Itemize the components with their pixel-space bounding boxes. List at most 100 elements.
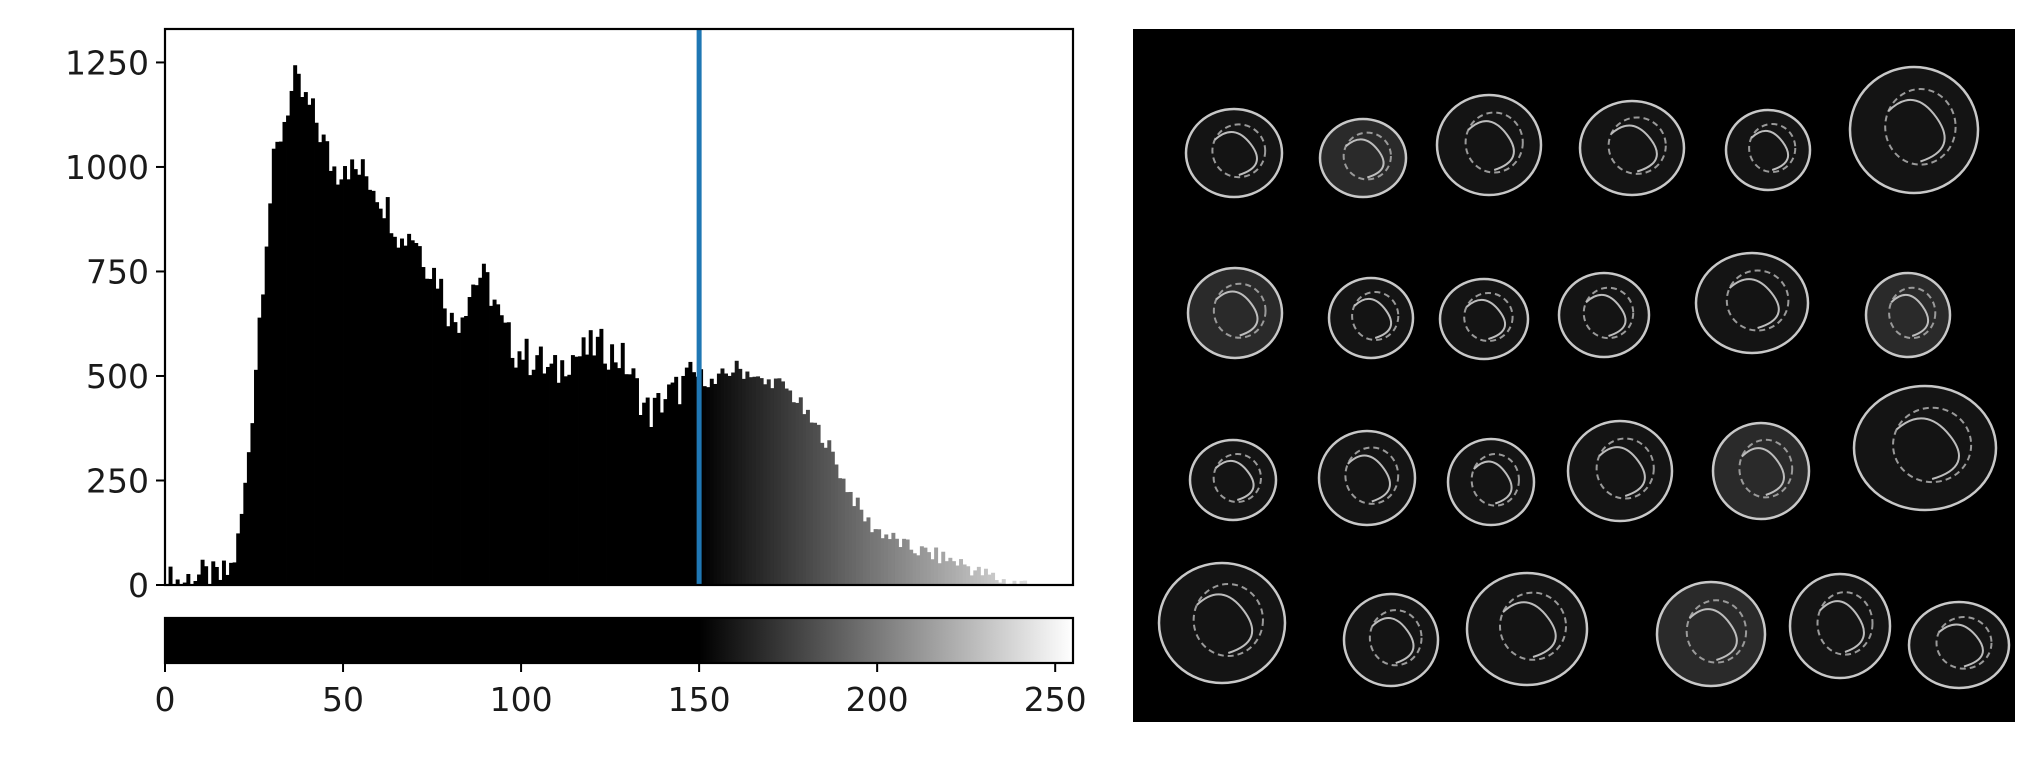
y-axis-ticks: 0 250 500 750 1000 1250 <box>65 43 165 605</box>
histogram-bar <box>959 559 964 585</box>
histogram-bar <box>859 509 864 585</box>
histogram-bar <box>627 374 632 585</box>
histogram-bar <box>549 363 554 585</box>
histogram-bar <box>670 382 675 585</box>
histogram-bar <box>424 278 429 585</box>
histogram-bar <box>681 375 686 585</box>
histogram-bar <box>282 121 287 586</box>
histogram-bar <box>837 478 842 585</box>
histogram-bar <box>909 549 914 585</box>
histogram-bar <box>802 414 807 585</box>
histogram-bar <box>813 422 818 585</box>
histogram-bar <box>293 65 298 585</box>
histogram-bar <box>845 492 850 585</box>
histogram-bar <box>991 572 996 585</box>
x-axis-ticks: 0 50 100 150 200 250 <box>155 663 1087 719</box>
histogram-bar <box>364 176 369 585</box>
histogram-bar <box>382 218 387 585</box>
histogram-bar <box>791 402 796 585</box>
histogram-bar <box>691 372 696 585</box>
histogram-bar <box>873 529 878 585</box>
histogram-bar <box>1001 579 1006 585</box>
histogram-bar <box>866 517 871 585</box>
histogram-bar <box>353 169 358 585</box>
histogram-bars <box>168 65 1031 586</box>
histogram-bar <box>343 166 347 586</box>
histogram-bar <box>727 375 732 585</box>
histogram-bar <box>410 240 415 585</box>
coin <box>1327 276 1415 360</box>
histogram-bar <box>1023 580 1028 585</box>
histogram-bar <box>303 92 308 585</box>
histogram-bar <box>894 538 899 585</box>
histogram-bar <box>200 559 205 585</box>
histogram-bar <box>432 267 437 585</box>
histogram-bar <box>478 277 483 585</box>
histogram-bar <box>998 582 1003 585</box>
histogram-bar <box>951 561 956 585</box>
histogram-bar <box>556 382 561 585</box>
histogram-bar <box>766 379 771 585</box>
histogram-bar <box>456 332 461 585</box>
y-tick-label: 0 <box>128 566 149 605</box>
histogram-bar <box>360 159 365 585</box>
histogram-bar <box>830 451 835 585</box>
y-tick-label: 500 <box>86 357 149 396</box>
histogram-bar <box>346 179 351 585</box>
histogram-bar <box>257 317 262 585</box>
histogram-bar <box>521 359 526 585</box>
histogram-bar <box>460 317 465 585</box>
coin <box>1566 419 1674 523</box>
coin <box>1578 99 1686 197</box>
histogram-bar <box>702 386 707 585</box>
histogram-bar <box>371 190 376 585</box>
histogram-bar <box>663 399 668 585</box>
histogram-bar <box>748 377 753 585</box>
histogram-bar <box>752 376 757 585</box>
coins-group <box>1157 65 2011 690</box>
histogram-bar <box>631 368 636 585</box>
histogram-bar <box>688 361 693 585</box>
histogram-bar <box>168 566 173 585</box>
histogram-bar <box>271 148 276 585</box>
colorbar-gradient <box>163 616 1075 665</box>
histogram-bar <box>499 315 504 585</box>
histogram-bar <box>325 141 330 585</box>
histogram-bar <box>588 330 593 585</box>
histogram-bar <box>542 373 547 585</box>
histogram-axes: 0 250 500 750 1000 1250 <box>65 27 1075 605</box>
histogram-bar <box>620 342 625 585</box>
histogram-bar <box>916 555 921 585</box>
histogram-bar <box>513 367 518 585</box>
histogram-bar <box>243 482 248 585</box>
histogram-bar <box>236 533 241 585</box>
histogram-bar <box>392 236 397 586</box>
histogram-bar <box>563 376 568 585</box>
histogram-bar <box>809 422 814 585</box>
histogram-bar <box>734 360 739 585</box>
histogram-bar <box>553 355 558 585</box>
histogram-bar <box>193 580 198 585</box>
histogram-bar <box>296 73 301 586</box>
coin <box>1907 600 2011 690</box>
histogram-bar <box>731 372 736 585</box>
histogram-bar <box>738 368 743 585</box>
histogram-bar <box>517 351 522 585</box>
histogram-bar <box>197 574 202 585</box>
histogram-bar <box>941 551 946 585</box>
coin <box>1557 271 1651 359</box>
histogram-bar <box>969 575 974 585</box>
histogram-bar <box>852 506 857 585</box>
histogram-bar <box>595 336 600 585</box>
histogram-bar <box>546 366 550 585</box>
histogram-bar <box>923 547 928 585</box>
histogram-frame <box>163 27 1075 587</box>
histogram-bar <box>788 390 793 585</box>
x-tick-label: 250 <box>1024 680 1087 719</box>
coin <box>1342 592 1440 688</box>
histogram-bar <box>417 246 422 585</box>
histogram-bar <box>357 174 362 585</box>
histogram-bar <box>414 242 419 585</box>
histogram-bar <box>610 344 615 585</box>
histogram-bar <box>966 566 971 585</box>
